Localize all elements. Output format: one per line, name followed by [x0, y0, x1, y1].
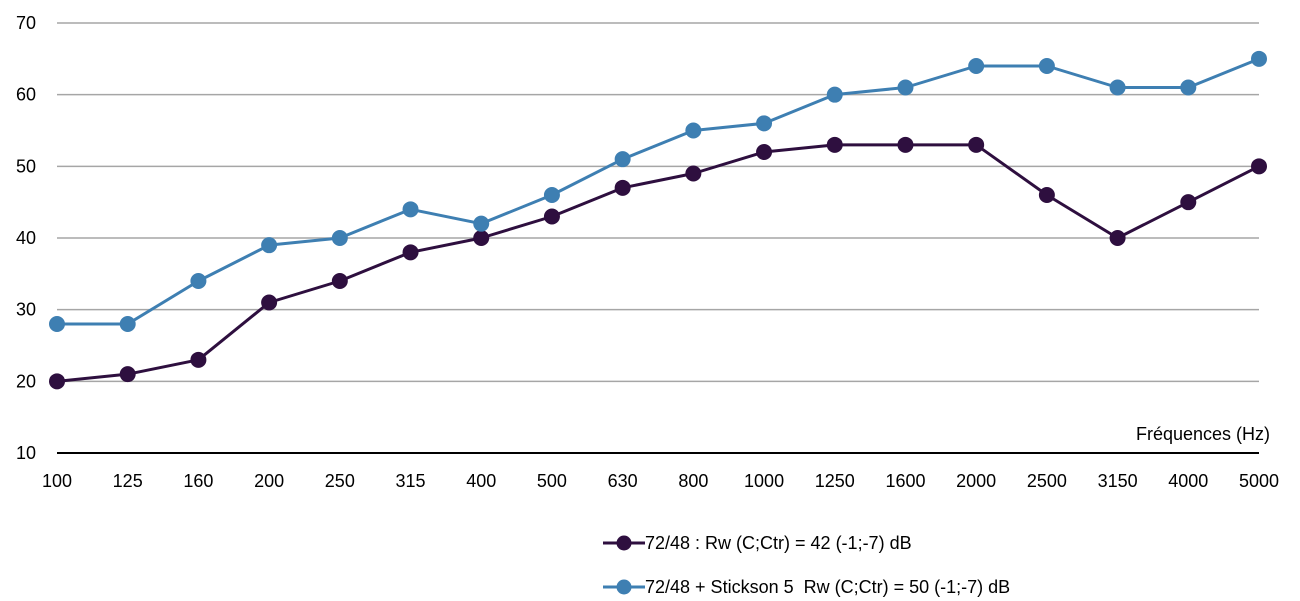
data-point	[331, 230, 348, 246]
x-tick-label: 630	[608, 471, 638, 491]
x-tick-label: 200	[254, 471, 284, 491]
data-point	[1109, 230, 1126, 246]
x-tick-label: 4000	[1168, 471, 1208, 491]
data-point	[473, 230, 490, 246]
series-2	[49, 50, 1267, 332]
data-point	[1180, 194, 1197, 211]
data-point	[1109, 79, 1126, 96]
data-point	[49, 373, 65, 390]
x-tick-label: 2500	[1027, 471, 1067, 491]
y-axis-ticks: 10 20 30 40 50 60 70	[16, 13, 36, 463]
legend-label: 72/48 + Stickson 5 Rw (C;Ctr) = 50 (-1;-…	[645, 577, 1010, 597]
y-tick-label: 30	[16, 300, 36, 320]
x-tick-label: 2000	[956, 471, 996, 491]
legend-item: 72/48 + Stickson 5 Rw (C;Ctr) = 50 (-1;-…	[603, 577, 1010, 597]
y-tick-label: 60	[16, 85, 36, 105]
y-tick-label: 40	[16, 228, 36, 248]
data-point	[968, 58, 985, 74]
data-point	[1251, 158, 1267, 175]
x-tick-label: 160	[183, 471, 213, 491]
data-point	[1038, 187, 1055, 203]
data-point	[685, 122, 702, 139]
x-tick-label: 800	[678, 471, 708, 491]
data-point	[119, 366, 136, 383]
data-point	[402, 201, 419, 218]
y-tick-label: 20	[16, 371, 36, 391]
x-tick-label: 1600	[885, 471, 925, 491]
x-axis-title: Fréquences (Hz)	[1136, 424, 1270, 444]
data-point	[543, 208, 560, 225]
x-tick-label: 1250	[815, 471, 855, 491]
data-point	[685, 165, 702, 182]
x-tick-label: 5000	[1239, 471, 1279, 491]
grid-lines	[57, 22, 1259, 383]
y-tick-label: 10	[16, 443, 36, 463]
data-point	[756, 144, 773, 160]
x-axis-ticks: 100 125 160 200 250 315 400 500 630 800 1000 1250 16…	[42, 471, 1279, 491]
data-point	[1251, 50, 1267, 67]
data-point	[756, 115, 773, 132]
data-point	[1038, 58, 1055, 74]
data-point	[261, 294, 278, 311]
data-point	[473, 215, 490, 232]
data-point	[614, 151, 631, 168]
legend: 72/48 : Rw (C;Ctr) = 42 (-1;-7) dB 72/48 …	[603, 533, 1010, 597]
data-point	[897, 136, 914, 153]
y-tick-label: 50	[16, 156, 36, 176]
series-line	[56, 143, 1260, 383]
series-group	[49, 50, 1267, 390]
x-tick-label: 315	[396, 471, 426, 491]
legend-point-marker	[616, 579, 632, 595]
series-line	[57, 57, 1260, 326]
data-point	[261, 237, 278, 254]
data-point	[119, 316, 136, 332]
x-tick-label: 3150	[1098, 471, 1138, 491]
data-point	[897, 79, 914, 96]
data-point	[614, 179, 631, 196]
data-point	[190, 351, 207, 368]
data-point	[1180, 79, 1197, 96]
data-point	[826, 86, 843, 103]
x-tick-label: 1000	[744, 471, 784, 491]
data-point	[968, 136, 985, 153]
x-tick-label: 500	[537, 471, 567, 491]
data-point	[402, 244, 419, 261]
y-tick-label: 70	[16, 13, 36, 33]
legend-point-marker	[616, 535, 632, 551]
x-tick-label: 400	[466, 471, 496, 491]
legend-label: 72/48 : Rw (C;Ctr) = 42 (-1;-7) dB	[645, 533, 912, 553]
x-tick-label: 100	[42, 471, 72, 491]
data-point	[543, 187, 560, 203]
data-point	[190, 273, 207, 289]
data-point	[331, 273, 348, 289]
x-tick-label: 125	[113, 471, 143, 491]
data-point	[49, 316, 65, 332]
x-tick-label: 250	[325, 471, 355, 491]
series-1	[49, 136, 1267, 390]
legend-item: 72/48 : Rw (C;Ctr) = 42 (-1;-7) dB	[603, 533, 912, 553]
data-point	[826, 136, 843, 153]
